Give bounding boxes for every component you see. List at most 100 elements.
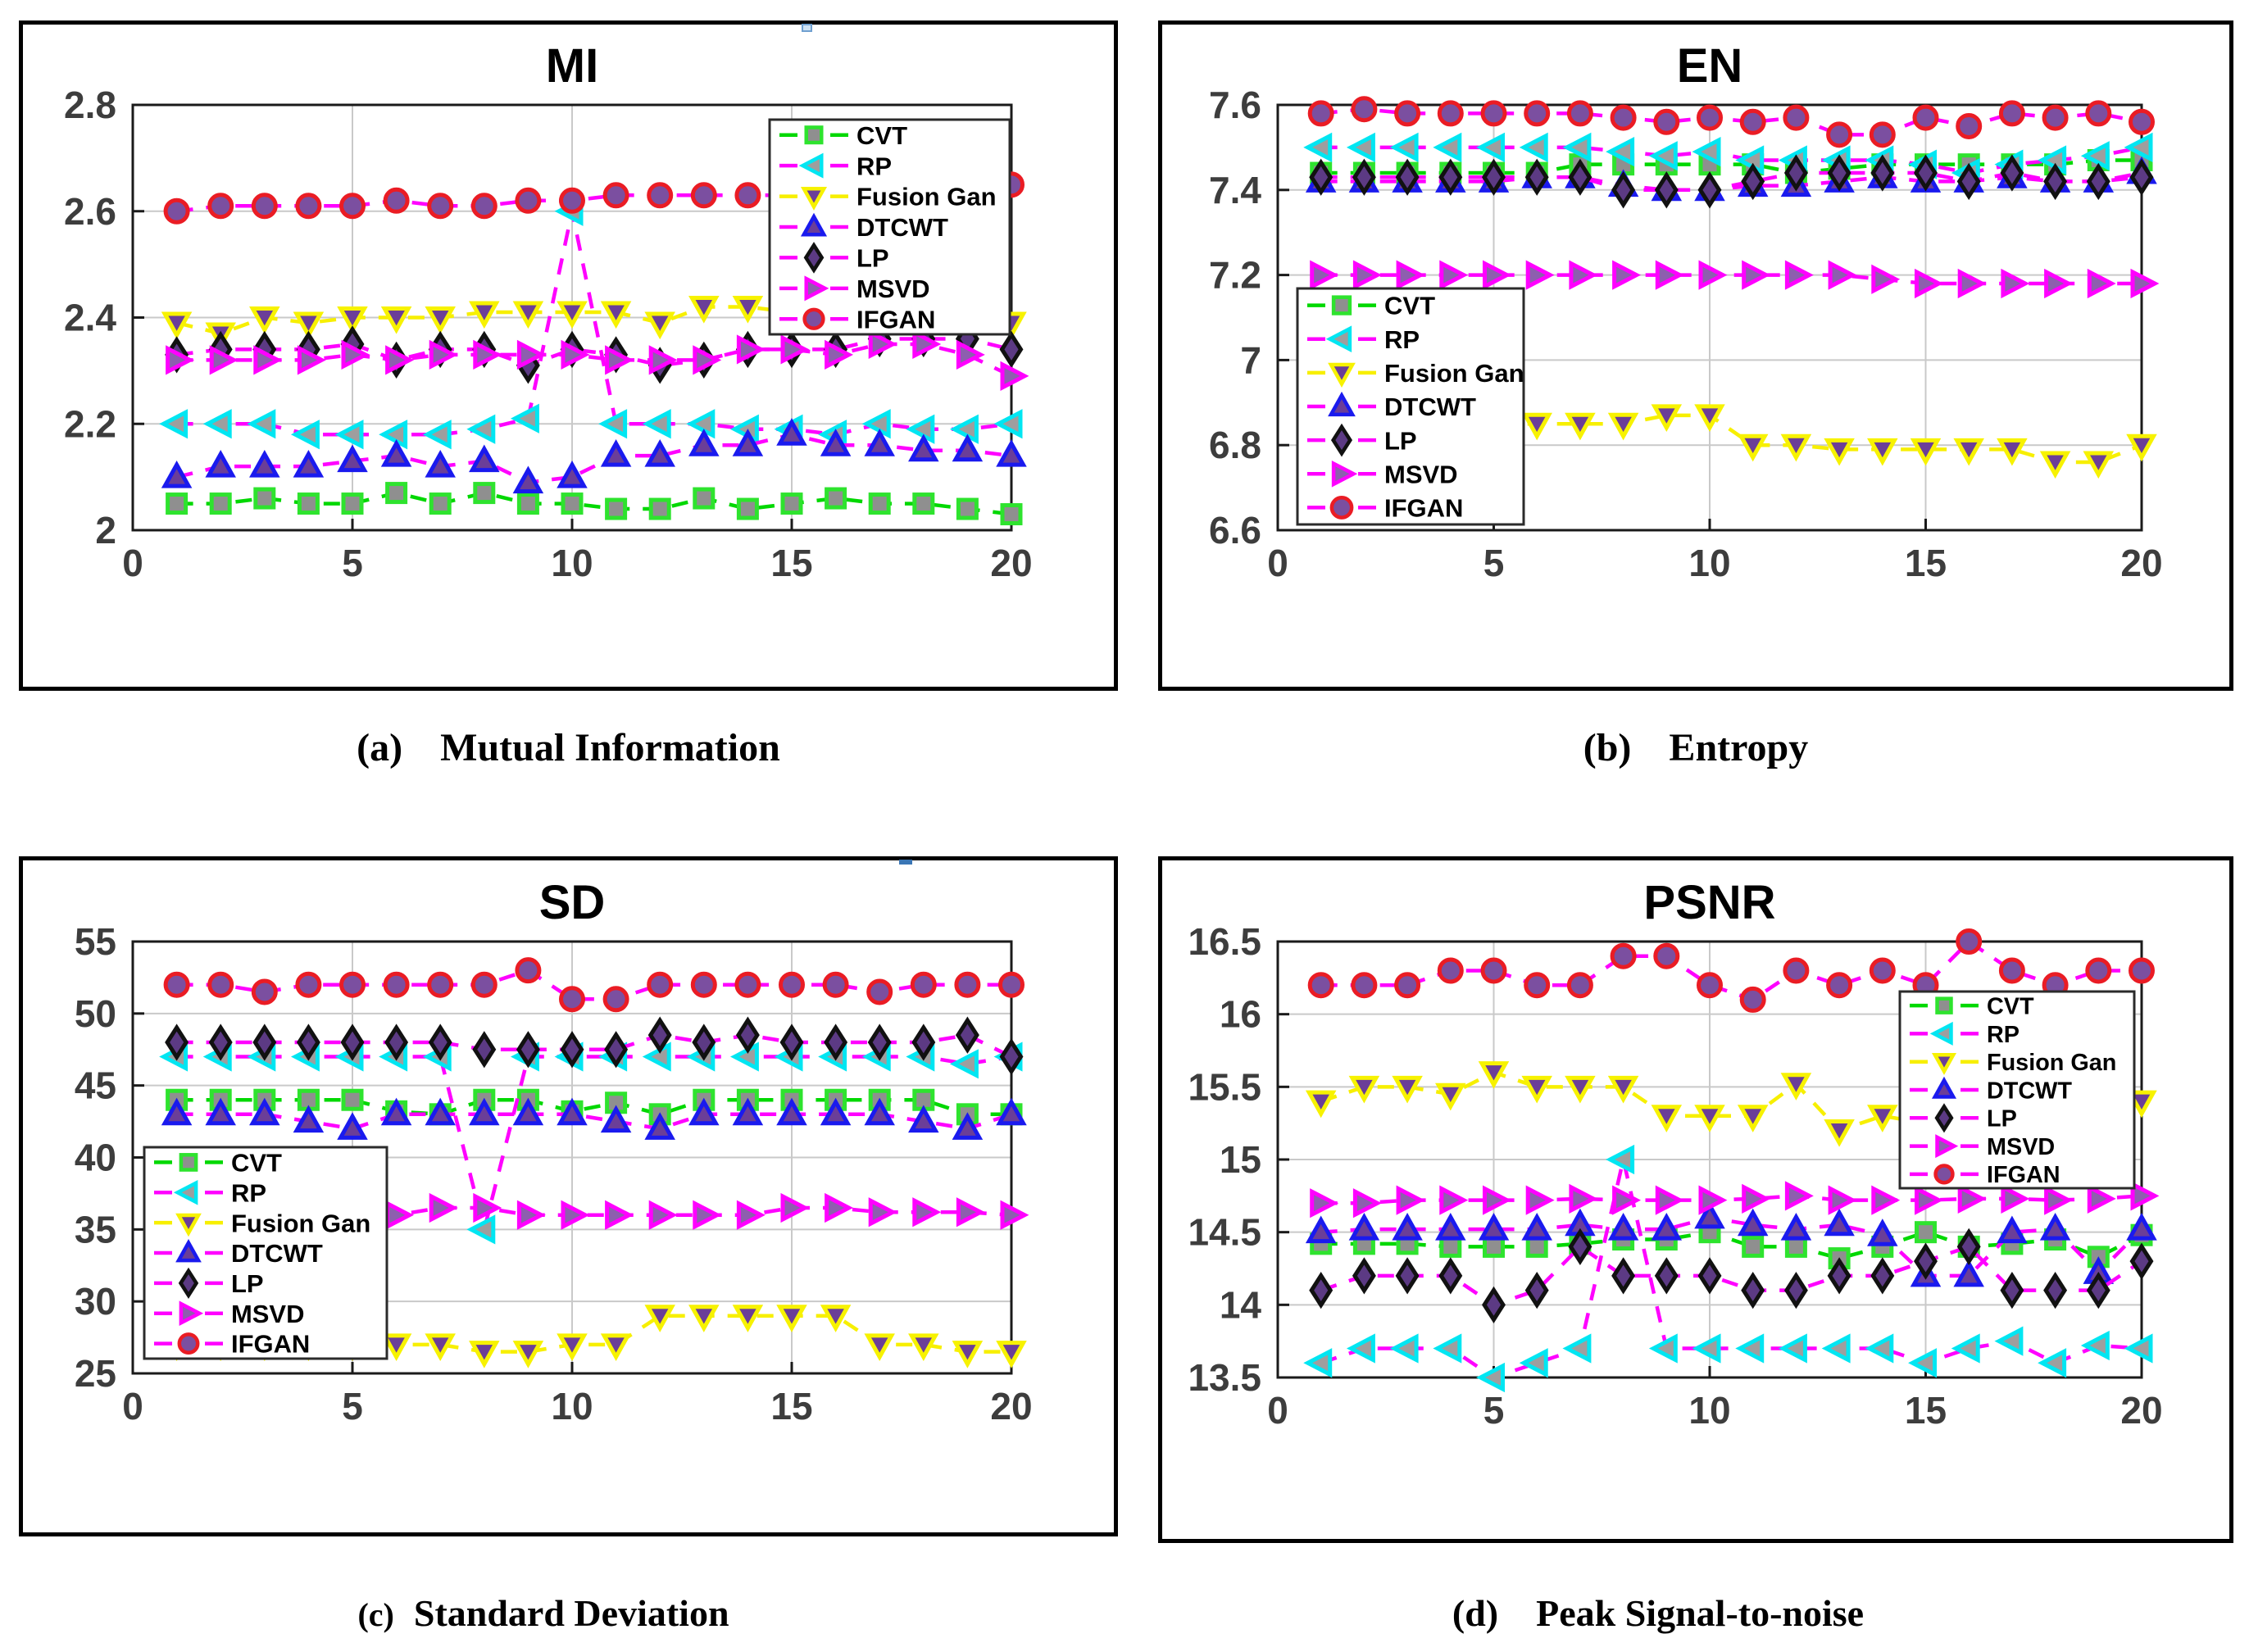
caption-a-text: Mutual Information: [440, 726, 780, 769]
legend-item-msvd: MSVD: [1910, 1134, 2055, 1160]
x-tick-label: 20: [990, 542, 1032, 584]
legend-label: LP: [1987, 1106, 2017, 1132]
x-tick-label: 20: [2120, 542, 2162, 584]
y-tick-label: 7: [1240, 338, 1261, 381]
series-ifgan: [1307, 96, 2155, 148]
x-tick-label: 15: [770, 1385, 812, 1427]
x-axis: 0 5 10 15 20: [122, 1362, 1033, 1427]
x-tick-label: 15: [1905, 542, 1947, 584]
legend-label: MSVD: [1384, 460, 1458, 488]
x-tick-label: 15: [1905, 1389, 1947, 1432]
legend-label: LP: [231, 1269, 264, 1298]
y-tick-label: 14.5: [1188, 1211, 1261, 1254]
legend-label: DTCWT: [856, 213, 948, 242]
legend-label: CVT: [1384, 292, 1435, 320]
legend-item-lp: LP: [779, 242, 889, 274]
caption-d: (d) Peak Signal-to-noise: [1158, 1591, 2158, 1635]
x-tick-label: 15: [770, 542, 812, 584]
legend-item-rp: RP: [154, 1178, 266, 1207]
y-tick-label: 15.5: [1188, 1065, 1261, 1108]
legend-item-cvt: CVT: [1910, 994, 2034, 1020]
x-tick-label: 0: [1267, 1389, 1288, 1432]
legend-item-rp: RP: [779, 152, 892, 180]
legend-label: Fusion Gan: [1987, 1050, 2116, 1076]
y-tick-label: 2.2: [64, 402, 116, 445]
y-tick-label: 50: [75, 992, 116, 1035]
chart-title: MI: [546, 39, 598, 93]
x-tick-label: 5: [1483, 542, 1505, 584]
legend-item-ifgan: IFGAN: [1910, 1162, 2060, 1188]
caption-d-text: Peak Signal-to-noise: [1536, 1592, 1865, 1634]
text-anchor-icon: [899, 860, 912, 865]
legend-item-dtcwt: DTCWT: [1307, 391, 1476, 421]
legend-item-fusion-gan: Fusion Gan: [779, 183, 997, 211]
legend-item-lp: LP: [1910, 1103, 2017, 1133]
y-tick-label: 15: [1220, 1138, 1261, 1181]
legend-item-ifgan: IFGAN: [154, 1330, 310, 1359]
legend-label: DTCWT: [1987, 1078, 2072, 1104]
y-axis: 25 30 35 40 45 50 55: [75, 920, 144, 1395]
caption-b-text: Entropy: [1669, 726, 1809, 769]
legend-label: RP: [1384, 325, 1420, 354]
text-anchor-icon: [802, 24, 812, 32]
x-axis: 0 5 10 15 20: [122, 519, 1033, 584]
legend-label: CVT: [231, 1149, 282, 1178]
series-msvd: [166, 329, 1029, 391]
x-tick-label: 20: [2120, 1389, 2162, 1432]
legend-item-cvt: CVT: [1307, 292, 1435, 320]
legend-item-fusion-gan: Fusion Gan: [154, 1209, 370, 1237]
legend-item-dtcwt: DTCWT: [779, 212, 948, 242]
x-tick-label: 5: [342, 1385, 363, 1427]
x-tick-label: 10: [1688, 1389, 1730, 1432]
legend-item-cvt: CVT: [154, 1149, 282, 1178]
legend-item-cvt: CVT: [779, 121, 907, 150]
caption-c: (c) Standard Deviation: [19, 1591, 1068, 1635]
y-tick-label: 2: [95, 509, 116, 551]
y-tick-label: 13.5: [1188, 1356, 1261, 1399]
panel-standard-deviation: 0 5 10 15 20 25 30 35 40 45 50 55 SD CVT RP Fusion Gan D…: [19, 856, 1118, 1536]
series-rp: [159, 196, 1023, 450]
y-tick-label: 2.4: [64, 297, 116, 339]
y-tick-label: 7.2: [1209, 254, 1261, 297]
chart-title: EN: [1677, 39, 1743, 93]
y-tick-label: 16: [1220, 993, 1261, 1036]
x-axis: 0 5 10 15 20: [1267, 1366, 2163, 1432]
legend-label: LP: [1384, 426, 1417, 455]
x-axis: 0 5 10 15 20: [1267, 519, 2163, 584]
legend-label: DTCWT: [1384, 393, 1476, 421]
y-tick-label: 7.6: [1209, 84, 1261, 126]
legend-label: CVT: [856, 121, 907, 150]
legend-label: RP: [856, 152, 892, 180]
caption-b: (b) Entropy: [1158, 725, 2233, 770]
series-ifgan: [163, 957, 1025, 1013]
y-axis: 6.6 6.8 7 7.2 7.4 7.6: [1209, 84, 1289, 551]
legend-item-fusion-gan: Fusion Gan: [1910, 1050, 2116, 1076]
legend-label: Fusion Gan: [856, 183, 997, 211]
caption-a: (a) Mutual Information: [19, 725, 1118, 770]
series-lp: [1309, 1228, 2154, 1323]
x-tick-label: 0: [1267, 542, 1288, 584]
legend-item-dtcwt: DTCWT: [154, 1238, 323, 1268]
legend-item-rp: RP: [1307, 325, 1420, 354]
legend-label: MSVD: [856, 275, 930, 303]
y-tick-label: 55: [75, 920, 116, 963]
legend-label: RP: [1987, 1022, 2020, 1048]
y-axis: 2 2.2 2.4 2.6 2.8: [64, 84, 144, 551]
legend-label: IFGAN: [1384, 494, 1463, 523]
y-tick-label: 14: [1220, 1283, 1262, 1326]
series-dtcwt: [161, 418, 1027, 494]
y-tick-label: 6.6: [1209, 509, 1261, 551]
y-tick-label: 2.8: [64, 84, 116, 126]
series-lp: [165, 1016, 1024, 1076]
legend-item-msvd: MSVD: [1307, 460, 1458, 488]
caption-c-label: (c): [357, 1596, 394, 1633]
y-tick-label: 16.5: [1188, 920, 1261, 963]
caption-b-label: (b): [1583, 726, 1632, 769]
x-tick-label: 10: [1688, 542, 1730, 584]
y-tick-label: 2.6: [64, 190, 116, 233]
